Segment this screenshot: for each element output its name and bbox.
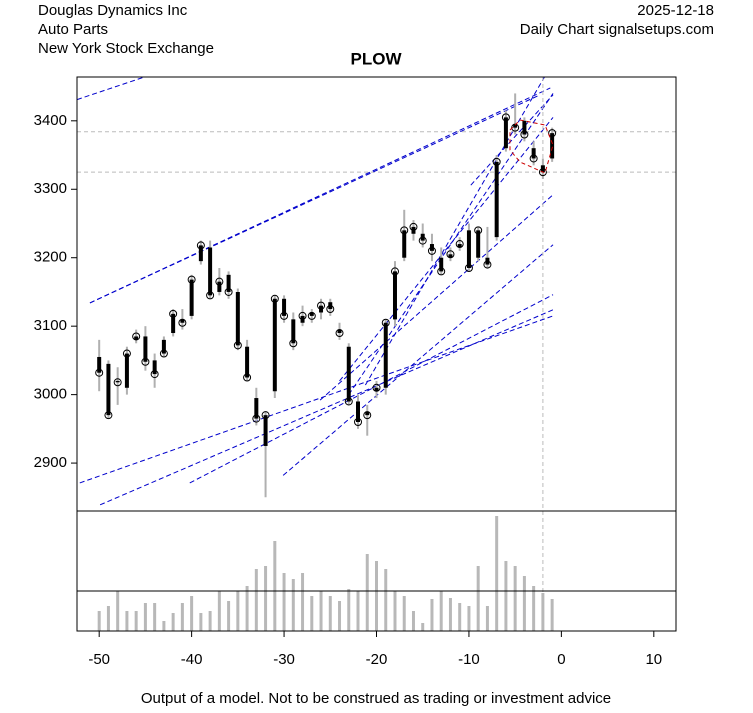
close-point	[261, 411, 270, 420]
close-point	[446, 250, 455, 259]
chart-title: PLOW	[351, 49, 403, 68]
close-point	[418, 236, 427, 245]
close-point	[122, 349, 131, 358]
footer: Output of a model. Not to be construed a…	[141, 690, 611, 707]
close-point	[141, 357, 150, 366]
close-point	[280, 311, 289, 320]
y-tick-label: 3100	[34, 317, 67, 334]
trend-line	[282, 244, 554, 476]
close-point	[169, 309, 178, 318]
close-point	[335, 329, 344, 338]
close-point	[113, 378, 122, 387]
close-point	[492, 157, 501, 166]
sector: Auto Parts	[38, 21, 108, 38]
x-tick-label: 0	[557, 651, 565, 668]
source: Daily Chart signalsetups.com	[520, 21, 714, 38]
close-point	[243, 373, 252, 382]
x-tick-label: -10	[458, 651, 480, 668]
close-point	[233, 341, 242, 350]
date: 2025-12-18	[637, 2, 714, 19]
close-point	[363, 411, 372, 420]
close-point	[317, 301, 326, 310]
plot: 2900 3000 3100 3200 3300 3400 -50 -40 -30 -20 -10 0…	[34, 77, 676, 668]
trend-line	[77, 77, 145, 101]
close-point	[548, 129, 557, 138]
close-point	[529, 154, 538, 163]
close-point	[298, 311, 307, 320]
y-tick-label: 3300	[34, 180, 67, 197]
y-tick-label: 3000	[34, 386, 67, 403]
close-point	[178, 318, 187, 327]
close-point	[150, 370, 159, 379]
close-point	[372, 383, 381, 392]
close-point	[307, 311, 316, 320]
x-tick-label: -40	[181, 651, 203, 668]
company: Douglas Dynamics Inc	[38, 2, 188, 19]
close-point	[187, 275, 196, 284]
close-point	[409, 222, 418, 231]
close-point	[427, 246, 436, 255]
close-point	[381, 318, 390, 327]
close-point	[390, 267, 399, 276]
trend-line	[89, 87, 551, 304]
highlight-region	[509, 119, 554, 174]
close-point	[326, 305, 335, 314]
exchange: New York Stock Exchange	[38, 40, 214, 57]
trend-line	[339, 117, 554, 382]
close-point	[501, 113, 510, 122]
close-point	[206, 291, 215, 300]
close-point	[224, 287, 233, 296]
trend-line	[348, 93, 554, 395]
x-tick-label: -20	[366, 651, 388, 668]
y-tick-label: 3200	[34, 249, 67, 266]
close-point	[400, 226, 409, 235]
trend-line	[364, 77, 546, 386]
close-point	[455, 240, 464, 249]
trend-line	[99, 309, 554, 506]
y-tick-label: 2900	[34, 454, 67, 471]
trend-line	[189, 294, 554, 484]
close-point	[132, 332, 141, 341]
close-point	[196, 241, 205, 250]
plot-frame	[76, 76, 677, 632]
close-point	[289, 339, 298, 348]
close-point	[159, 349, 168, 358]
trend-line	[79, 315, 554, 484]
close-point	[270, 294, 279, 303]
x-tick-label: -50	[88, 651, 110, 668]
close-point	[538, 168, 547, 177]
close-point	[104, 411, 113, 420]
x-tick-label: -30	[273, 651, 295, 668]
close-point	[520, 130, 529, 139]
clip-group	[77, 77, 676, 506]
trend-line	[470, 94, 554, 186]
close-point	[252, 414, 261, 423]
close-point	[483, 260, 492, 269]
trend-line	[319, 194, 554, 401]
y-tick-label: 3400	[34, 112, 67, 129]
close-point	[354, 418, 363, 427]
close-point	[215, 277, 224, 286]
close-point	[474, 226, 483, 235]
close-point	[437, 267, 446, 276]
close-point	[464, 263, 473, 272]
x-tick-label: 10	[645, 651, 662, 668]
close-point	[344, 397, 353, 406]
close-point	[95, 368, 104, 377]
